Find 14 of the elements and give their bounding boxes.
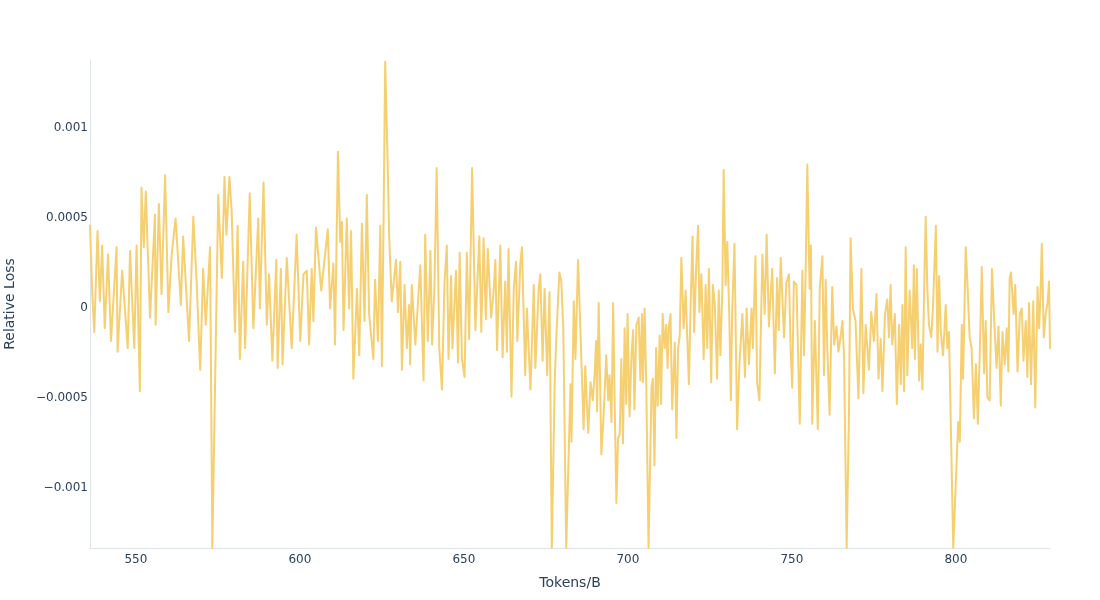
x-tick-label: 600 [288,552,312,566]
y-tick-label: −0.0005 [35,389,88,404]
x-tick-label: 800 [944,552,968,566]
x-tick-label: 550 [124,552,148,566]
x-axis-title: Tokens/B [538,574,601,590]
y-tick-label: 0.0005 [46,209,88,224]
x-tick-label: 700 [616,552,640,566]
x-tick-label: 750 [780,552,804,566]
y-axis-title: Relative Loss [1,258,17,350]
y-tick-label: −0.001 [43,479,88,494]
line-series [89,60,1051,549]
y-tick-label: 0 [80,299,88,314]
y-tick-label: 0.001 [53,119,88,134]
x-tick-label: 650 [452,552,476,566]
